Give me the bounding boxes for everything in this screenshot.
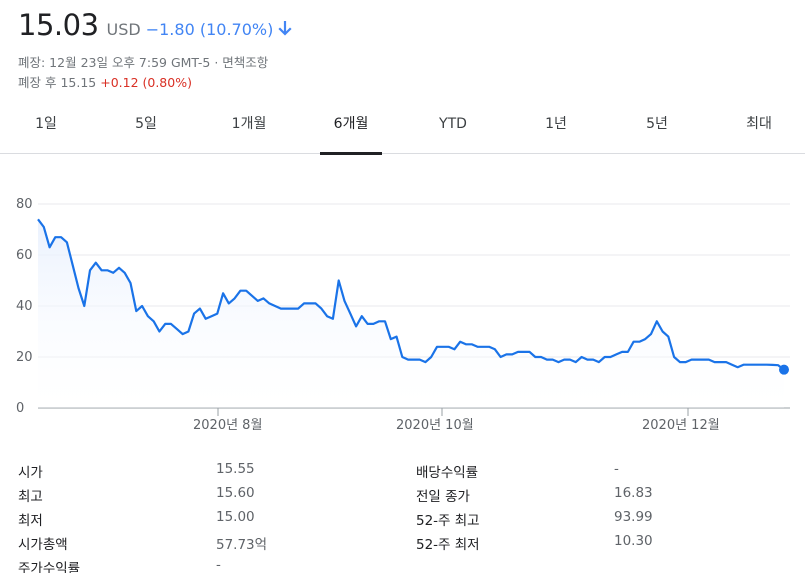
stat-value-open: 15.55: [216, 461, 255, 477]
stat-value-prev-close: 16.83: [614, 485, 653, 501]
stat-label-dividend-yield: 배당수익률: [416, 465, 479, 481]
tab-6m[interactable]: 6개월: [320, 108, 382, 155]
close-info-text: 폐장: 12월 23일 오후 7:59 GMT-5 · 면책조항: [18, 55, 269, 70]
stat-value-dividend-yield: -: [614, 461, 619, 477]
close-info: 폐장: 12월 23일 오후 7:59 GMT-5 · 면책조항: [18, 52, 268, 71]
currency-label: USD: [106, 20, 141, 39]
after-hours-label: 폐장 후 15.15: [18, 75, 97, 90]
after-hours-change: +0.12 (0.80%): [100, 75, 192, 90]
y-axis: 0 20 40 60 80: [16, 197, 33, 416]
stat-label-52w-low: 52-주 최저: [416, 537, 480, 553]
y-tick-label: 20: [16, 350, 33, 365]
stat-label-pe-ratio: 주가수익률: [18, 561, 81, 573]
last-price-point: [779, 364, 789, 375]
tab-1y[interactable]: 1년: [545, 116, 567, 132]
y-tick-label: 0: [16, 401, 24, 416]
stat-value-pe-ratio: -: [216, 557, 221, 573]
x-tick-label: 2020년 10월: [396, 418, 474, 433]
price-area: [38, 219, 784, 408]
tab-1d[interactable]: 1일: [35, 116, 57, 132]
current-price: 15.03: [18, 8, 99, 42]
stat-value-market-cap: 57.73억: [216, 537, 268, 553]
x-tick-label: 2020년 8월: [193, 418, 262, 433]
y-tick-label: 40: [16, 299, 33, 314]
stat-label-low: 최저: [18, 513, 43, 529]
tab-5y[interactable]: 5년: [646, 116, 668, 132]
stat-value-52w-high: 93.99: [614, 509, 653, 525]
stat-value-high: 15.60: [216, 485, 255, 501]
stat-label-52w-high: 52-주 최고: [416, 513, 480, 529]
price-line: [37, 218, 785, 371]
price-chart[interactable]: 0 20 40 60 80 2020년 8월 2020년 10월 2020년 1…: [0, 160, 805, 450]
stat-value-52w-low: 10.30: [614, 533, 653, 549]
stat-label-open: 시가: [18, 465, 43, 481]
tab-max[interactable]: 최대: [746, 116, 772, 132]
y-tick-label: 80: [16, 197, 33, 212]
range-tabs: 1일 5일 1개월 6개월 YTD 1년 5년 최대: [0, 108, 805, 155]
tab-5d[interactable]: 5일: [135, 116, 157, 132]
y-tick-label: 60: [16, 248, 33, 263]
stat-value-low: 15.00: [216, 509, 255, 525]
price-change: −1.80 (10.70%): [145, 20, 274, 39]
tab-ytd[interactable]: YTD: [439, 116, 467, 132]
stat-label-high: 최고: [18, 489, 43, 505]
tab-1m[interactable]: 1개월: [231, 116, 267, 132]
x-axis: 2020년 8월 2020년 10월 2020년 12월: [193, 408, 720, 433]
stat-label-prev-close: 전일 종가: [416, 489, 470, 505]
stat-label-market-cap: 시가총액: [18, 537, 68, 553]
x-tick-label: 2020년 12월: [642, 418, 720, 433]
price-header: 15.03 USD −1.80 (10.70%): [18, 8, 292, 42]
arrow-down-icon: [278, 20, 292, 37]
after-hours-info: 폐장 후 15.15 +0.12 (0.80%): [18, 72, 192, 91]
